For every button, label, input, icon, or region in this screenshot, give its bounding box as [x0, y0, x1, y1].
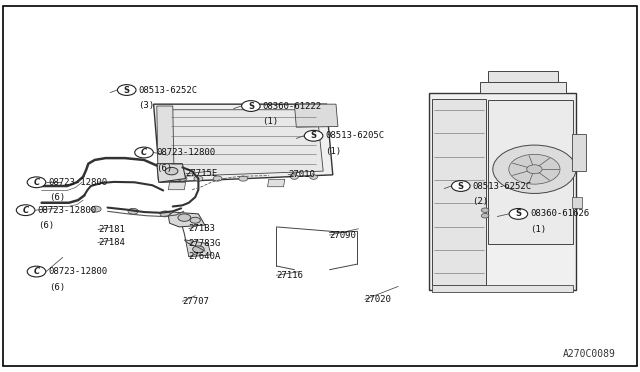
Text: (2): (2): [472, 197, 488, 206]
Circle shape: [493, 145, 576, 193]
Text: C: C: [33, 178, 40, 187]
Polygon shape: [432, 285, 573, 292]
Text: 08513-6252C: 08513-6252C: [138, 86, 197, 94]
Polygon shape: [163, 110, 323, 177]
Polygon shape: [268, 179, 285, 187]
Text: (1): (1): [262, 117, 278, 126]
Circle shape: [165, 167, 178, 175]
Text: 08723-12800: 08723-12800: [49, 178, 108, 187]
Text: C: C: [22, 206, 29, 215]
Text: (1): (1): [530, 225, 546, 234]
Circle shape: [160, 211, 170, 217]
Polygon shape: [294, 104, 338, 127]
Text: 08723-12800: 08723-12800: [38, 206, 97, 215]
Polygon shape: [154, 104, 333, 182]
Text: 27010: 27010: [288, 170, 315, 179]
Text: (6): (6): [156, 164, 172, 173]
Text: S: S: [310, 131, 317, 140]
Text: 27020: 27020: [365, 295, 392, 304]
Text: S: S: [458, 182, 464, 190]
Circle shape: [28, 177, 46, 188]
Circle shape: [509, 208, 528, 219]
Circle shape: [28, 266, 46, 277]
Text: C: C: [141, 148, 147, 157]
Circle shape: [213, 176, 222, 181]
Circle shape: [481, 208, 489, 212]
Circle shape: [305, 131, 323, 141]
Text: 08360-61222: 08360-61222: [262, 102, 321, 110]
Polygon shape: [432, 99, 486, 285]
Text: (6): (6): [49, 283, 65, 292]
Text: 27116: 27116: [276, 271, 303, 280]
Text: 08513-6205C: 08513-6205C: [325, 131, 384, 140]
Text: S: S: [515, 209, 522, 218]
Circle shape: [178, 176, 187, 181]
Circle shape: [310, 175, 317, 179]
Text: 27090: 27090: [330, 231, 356, 240]
Polygon shape: [157, 106, 174, 179]
Text: (1): (1): [325, 147, 341, 156]
Polygon shape: [157, 164, 186, 182]
Text: (6): (6): [49, 193, 65, 202]
Circle shape: [178, 214, 191, 221]
Circle shape: [193, 246, 204, 253]
Polygon shape: [572, 134, 586, 171]
Text: S: S: [124, 86, 130, 94]
Text: (3): (3): [138, 101, 154, 110]
Text: 27707: 27707: [182, 297, 209, 306]
Circle shape: [509, 154, 560, 184]
Text: 27640A: 27640A: [189, 252, 221, 261]
Polygon shape: [168, 182, 186, 190]
Circle shape: [118, 85, 136, 96]
Circle shape: [17, 205, 35, 216]
Text: S: S: [248, 102, 254, 110]
Text: (6): (6): [38, 221, 54, 230]
Text: 08723-12800: 08723-12800: [49, 267, 108, 276]
Polygon shape: [488, 71, 558, 82]
Circle shape: [135, 147, 154, 158]
Polygon shape: [429, 93, 576, 290]
Circle shape: [194, 176, 203, 181]
Text: A270C0089: A270C0089: [563, 349, 616, 359]
Circle shape: [239, 176, 248, 181]
Text: 27783G: 27783G: [189, 239, 221, 248]
Circle shape: [481, 214, 489, 218]
Circle shape: [242, 101, 260, 112]
Text: 27184: 27184: [98, 238, 125, 247]
Circle shape: [91, 206, 101, 212]
Polygon shape: [186, 240, 211, 257]
Text: 271B3: 271B3: [189, 224, 216, 233]
Text: 27715E: 27715E: [186, 169, 218, 178]
Circle shape: [452, 181, 470, 192]
Polygon shape: [480, 82, 566, 93]
Circle shape: [291, 175, 298, 179]
Text: C: C: [33, 267, 40, 276]
Circle shape: [128, 208, 138, 214]
Text: 27181: 27181: [98, 225, 125, 234]
Polygon shape: [488, 100, 573, 244]
Polygon shape: [572, 197, 582, 208]
Text: 08513-6252C: 08513-6252C: [472, 182, 531, 190]
Polygon shape: [168, 212, 205, 227]
Circle shape: [527, 165, 542, 174]
Circle shape: [190, 217, 200, 223]
Text: 08723-12800: 08723-12800: [156, 148, 215, 157]
Text: 08360-61626: 08360-61626: [530, 209, 589, 218]
